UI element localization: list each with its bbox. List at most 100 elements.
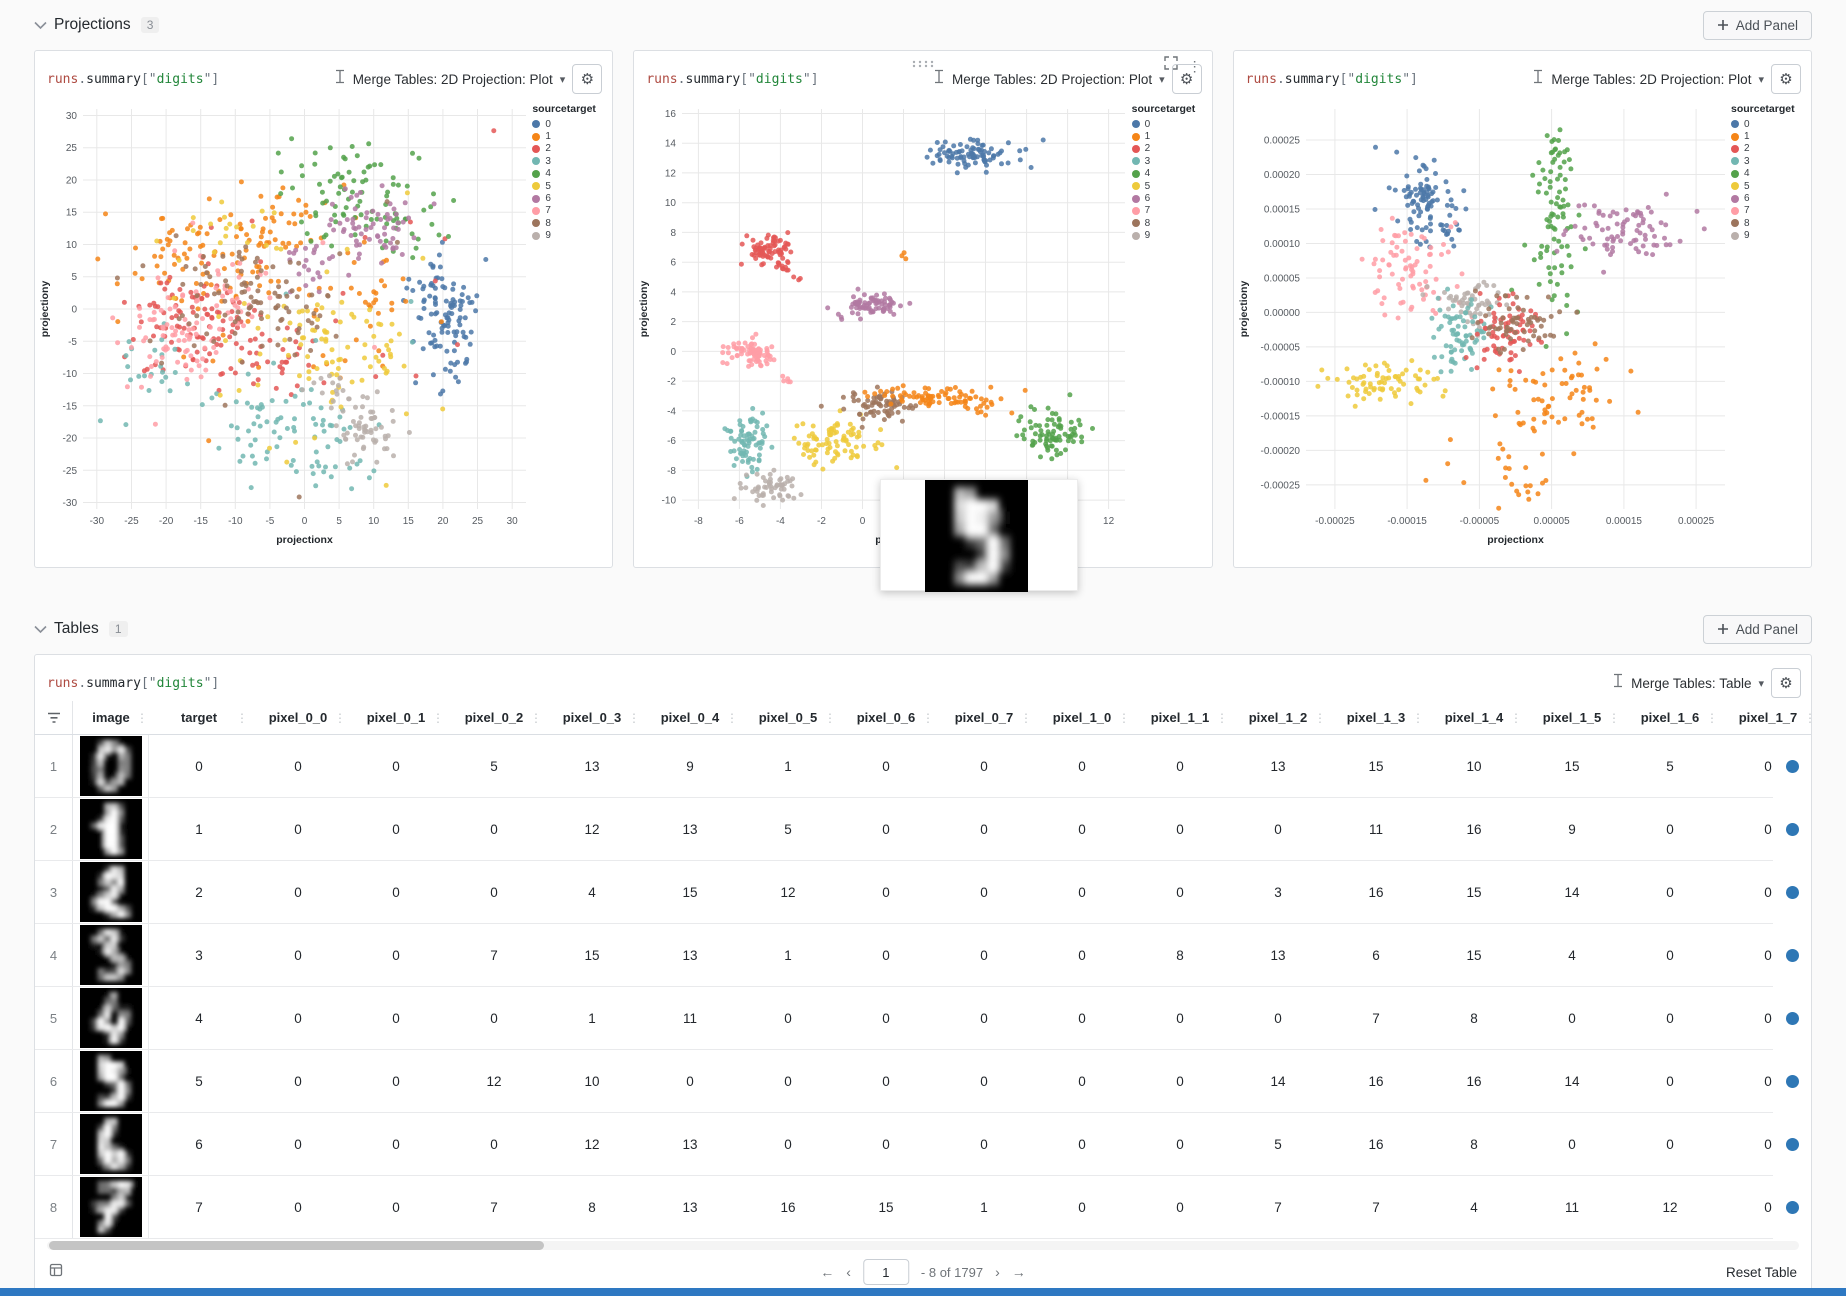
chevron-down-icon[interactable]: ▾ — [559, 73, 566, 86]
projection-scatter-plot[interactable]: -30 -25 -20 -15 -10 -5 0 5 10 15 20 25 30-30-25-20-1… — [35, 95, 612, 555]
cell-image[interactable] — [73, 735, 149, 797]
first-page-icon[interactable]: ← — [820, 1264, 835, 1280]
gear-icon[interactable]: ⚙ — [1770, 64, 1801, 94]
column-header-target[interactable]: target ⋮ — [180, 710, 248, 725]
column-header-pixel_1_5[interactable]: pixel_1_5 ⋮ — [1542, 710, 1620, 725]
gear-icon[interactable]: ⚙ — [1171, 64, 1202, 94]
table-row[interactable]: 2 1 0 0 0 12 13 5 0 0 0 0 0 11 16 9 0 0 — [35, 798, 1811, 861]
column-header-pixel_1_0[interactable]: pixel_1_0 ⋮ — [1052, 710, 1130, 725]
column-menu-icon[interactable]: ⋮ — [824, 710, 836, 725]
last-page-icon[interactable]: → — [1011, 1264, 1026, 1280]
cell-image[interactable] — [73, 798, 149, 860]
scrollbar-thumb[interactable] — [49, 1241, 544, 1250]
run-color-dot[interactable] — [1773, 987, 1811, 1050]
cell-image[interactable] — [73, 861, 149, 923]
table-row[interactable]: 7 6 0 0 0 12 13 0 0 0 0 0 5 16 8 0 0 0 — [35, 1113, 1811, 1176]
text-cursor-icon[interactable] — [334, 69, 346, 89]
next-page-icon[interactable]: › — [995, 1264, 1000, 1280]
export-icon[interactable] — [49, 1263, 63, 1282]
table-row[interactable]: 5 4 0 0 0 1 11 0 0 0 0 0 0 7 8 0 0 0 — [35, 987, 1811, 1050]
column-header-pixel_0_5[interactable]: pixel_0_5 ⋮ — [758, 710, 836, 725]
reset-table-button[interactable]: Reset Table — [1725, 1264, 1797, 1280]
run-color-dot[interactable] — [1773, 924, 1811, 987]
text-cursor-icon[interactable] — [933, 69, 945, 89]
gear-icon[interactable]: ⚙ — [1771, 668, 1801, 698]
run-color-dot[interactable] — [1773, 861, 1811, 924]
cell-image[interactable] — [73, 924, 149, 986]
column-menu-icon[interactable]: ⋮ — [1118, 710, 1130, 725]
column-header-pixel_0_7[interactable]: pixel_0_7 ⋮ — [954, 710, 1032, 725]
cell-image[interactable] — [73, 1176, 149, 1238]
column-menu-icon[interactable]: ⋮ — [1706, 710, 1718, 725]
run-color-dot[interactable] — [1773, 1176, 1811, 1239]
chevron-down-icon[interactable] — [34, 21, 47, 30]
column-menu-icon[interactable]: ⋮ — [236, 710, 248, 725]
column-menu-icon[interactable]: ⋮ — [530, 710, 542, 725]
chevron-down-icon[interactable] — [34, 625, 47, 634]
projection-scatter-plot[interactable]: -8-6-4-2024681012-10-8-6-4-2024681012141… — [634, 95, 1211, 555]
scrollbar-track[interactable] — [47, 1241, 1799, 1250]
run-color-dot[interactable] — [1773, 1050, 1811, 1113]
panel-config-selector[interactable]: Merge Tables: Table — [1631, 675, 1752, 691]
column-header-pixel_1_4[interactable]: pixel_1_4 ⋮ — [1444, 710, 1522, 725]
column-menu-icon[interactable]: ⋮ — [922, 710, 934, 725]
chevron-down-icon[interactable]: ▾ — [1758, 73, 1764, 86]
column-menu-icon[interactable]: ⋮ — [1608, 710, 1620, 725]
column-menu-icon[interactable]: ⋮ — [1314, 710, 1326, 725]
column-menu-icon[interactable]: ⋮ — [432, 710, 444, 725]
column-header-image[interactable]: image ⋮ — [92, 710, 148, 725]
column-header-pixel_1_2[interactable]: pixel_1_2 ⋮ — [1248, 710, 1326, 725]
column-header-pixel_0_3[interactable]: pixel_0_3 ⋮ — [562, 710, 640, 725]
column-menu-icon[interactable]: ⋮ — [1412, 710, 1424, 725]
column-menu-icon[interactable]: ⋮ — [334, 710, 346, 725]
table-row[interactable]: 4 3 0 0 7 15 13 1 0 0 0 8 13 6 15 4 0 0 — [35, 924, 1811, 987]
chevron-down-icon[interactable]: ▾ — [1758, 677, 1764, 690]
add-panel-button[interactable]: Add Panel — [1702, 614, 1812, 644]
add-panel-button[interactable]: Add Panel — [1702, 10, 1812, 40]
run-color-dot[interactable] — [1773, 1113, 1811, 1176]
cell-image[interactable] — [73, 1050, 149, 1112]
column-header-pixel_0_2[interactable]: pixel_0_2 ⋮ — [464, 710, 542, 725]
column-menu-icon[interactable]: ⋮ — [726, 710, 738, 725]
cell-image[interactable] — [73, 1113, 149, 1175]
column-menu-icon[interactable]: ⋮ — [1020, 710, 1032, 725]
text-cursor-icon[interactable] — [1612, 673, 1624, 693]
run-color-dot[interactable] — [1773, 735, 1811, 798]
table-row[interactable]: 1 0 0 0 5 13 9 1 0 0 0 0 13 15 10 15 5 0 — [35, 735, 1811, 798]
column-header-pixel_1_6[interactable]: pixel_1_6 ⋮ — [1640, 710, 1718, 725]
column-menu-icon[interactable]: ⋮ — [1804, 710, 1811, 725]
panel-config-selector[interactable]: Merge Tables: 2D Projection: Plot — [352, 71, 553, 87]
projection-scatter-plot[interactable]: -0.00025 -0.00015 -0.00005 0.00005 0.00015 0.… — [1234, 95, 1811, 555]
fullscreen-icon[interactable] — [1163, 56, 1178, 75]
text-cursor-icon[interactable] — [1532, 69, 1544, 89]
drag-handle-icon[interactable] — [910, 56, 936, 74]
column-header-pixel_1_1[interactable]: pixel_1_1 ⋮ — [1150, 710, 1228, 725]
table-row[interactable]: 8 7 0 0 7 8 13 16 15 1 0 0 7 7 4 11 12 0 — [35, 1176, 1811, 1239]
gear-icon[interactable]: ⚙ — [572, 64, 603, 94]
column-menu-icon[interactable]: ⋮ — [136, 710, 148, 725]
cell-image[interactable] — [73, 987, 149, 1049]
column-header-pixel_1_3[interactable]: pixel_1_3 ⋮ — [1346, 710, 1424, 725]
section-title-tables[interactable]: Tables — [54, 620, 99, 637]
chevron-down-icon[interactable]: ▾ — [1159, 73, 1165, 86]
table-row[interactable]: 3 2 0 0 0 4 15 12 0 0 0 0 3 16 15 14 0 0 — [35, 861, 1811, 924]
column-menu-icon[interactable]: ⋮ — [628, 710, 640, 725]
kebab-menu-icon[interactable]: ⋮ — [1187, 57, 1202, 74]
page-input[interactable] — [862, 1259, 909, 1285]
panel-config-selector[interactable]: Merge Tables: 2D Projection: Plot — [1551, 71, 1752, 87]
column-menu-icon[interactable]: ⋮ — [1510, 710, 1522, 725]
column-header-pixel_0_0[interactable]: pixel_0_0 ⋮ — [268, 710, 346, 725]
run-color-dot[interactable] — [1773, 798, 1811, 861]
column-menu-icon[interactable]: ⋮ — [1216, 710, 1228, 725]
panel-config-selector[interactable]: Merge Tables: 2D Projection: Plot — [952, 71, 1153, 87]
filter-icon[interactable] — [35, 701, 73, 734]
column-header-pixel_0_4[interactable]: pixel_0_4 ⋮ — [660, 710, 738, 725]
column-header-pixel_0_6[interactable]: pixel_0_6 ⋮ — [856, 710, 934, 725]
section-title-projections[interactable]: Projections — [54, 16, 131, 33]
table-row[interactable]: 6 5 0 0 12 10 0 0 0 0 0 0 14 16 16 14 0 0 — [35, 1050, 1811, 1113]
legend-item-2: 2 — [1730, 143, 1803, 155]
cell-target: 0 — [195, 758, 203, 774]
column-header-pixel_1_7[interactable]: pixel_1_7 ⋮ — [1719, 701, 1811, 734]
prev-page-icon[interactable]: ‹ — [846, 1264, 851, 1280]
column-header-pixel_0_1[interactable]: pixel_0_1 ⋮ — [366, 710, 444, 725]
